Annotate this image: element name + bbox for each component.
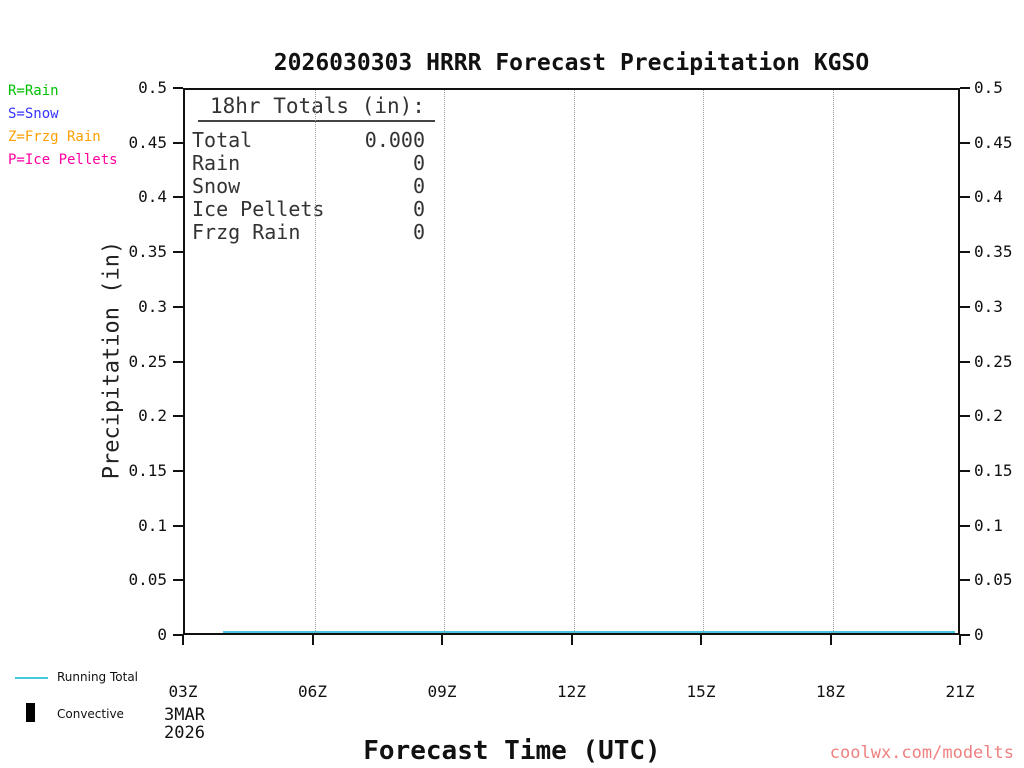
y-tick-label-left: 0.2 <box>138 406 167 426</box>
totals-row: Rain 0 <box>192 152 425 175</box>
y-tick-left <box>173 196 183 199</box>
y-tick-label-right: 0.5 <box>974 78 1003 97</box>
y-tick-label-left: 0.45 <box>128 132 167 152</box>
totals-row: Ice Pellets 0 <box>192 198 425 221</box>
y-tick-right <box>960 360 970 363</box>
gridline <box>573 90 575 633</box>
start-date-year: 2026 <box>164 723 205 743</box>
totals-box: 18hr Totals (in): Total 0.000 Rain 0 Snow 0 Ic… <box>192 94 435 244</box>
totals-row: Total 0.000 <box>192 129 425 152</box>
y-tick-right <box>960 87 970 89</box>
x-tick-label: 21Z <box>945 682 975 701</box>
y-tick-right <box>960 634 970 636</box>
y-tick-label-left: 0.15 <box>128 460 167 480</box>
totals-row-value: 0 <box>412 197 425 221</box>
y-tick-right <box>960 415 970 418</box>
totals-row-label: Total <box>192 128 253 152</box>
x-tick-label: 06Z <box>298 682 327 701</box>
x-tick-label: 18Z <box>816 682 845 701</box>
start-date-day: 3MAR <box>164 705 205 725</box>
y-tick-label-right: 0.45 <box>974 132 1013 152</box>
x-tick <box>182 635 184 645</box>
running-total-line <box>223 631 955 633</box>
y-tick-right <box>960 524 970 527</box>
convective-swatch <box>26 703 35 722</box>
totals-row-label: Snow <box>192 174 241 198</box>
legend-item-rain: R=Rain <box>8 83 59 99</box>
y-tick-right <box>960 305 970 308</box>
gridline <box>444 90 445 633</box>
totals-row-value: 0.000 <box>364 128 425 152</box>
y-tick-label-left: 0.3 <box>138 296 167 316</box>
y-tick-left <box>173 360 183 363</box>
y-tick-left <box>173 469 183 472</box>
x-tick-label: 12Z <box>557 682 586 701</box>
y-tick-label-left: 0.5 <box>138 78 167 97</box>
y-tick-label-left: 0.05 <box>128 570 167 590</box>
y-tick-label-left: 0.35 <box>128 242 167 262</box>
totals-row: Frzg Rain 0 <box>192 221 425 244</box>
legend-item-frzg-rain: Z=Frzg Rain <box>8 129 101 145</box>
y-tick-right <box>960 141 970 144</box>
gridline <box>703 90 704 633</box>
y-tick-left <box>173 634 183 636</box>
totals-row-value: 0 <box>412 220 425 244</box>
legend-item-snow: S=Snow <box>8 106 59 122</box>
running-total-swatch <box>15 677 48 679</box>
y-tick-left <box>173 141 183 144</box>
y-tick-label-right: 0.05 <box>974 570 1013 590</box>
x-tick <box>570 635 573 645</box>
x-tick-label: 03Z <box>168 682 198 701</box>
legend-item-ice-pellets: P=Ice Pellets <box>8 152 118 168</box>
y-tick-label-right: 0.35 <box>974 242 1013 262</box>
y-tick-left <box>173 524 183 527</box>
x-axis-label: Forecast Time (UTC) <box>363 736 661 766</box>
precip-type-legend: R=Rain S=Snow Z=Frzg Rain P=Ice Pellets <box>8 80 118 172</box>
convective-legend-label: Convective <box>57 707 124 721</box>
y-tick-label-right: 0.2 <box>974 406 1003 426</box>
y-tick-left <box>173 305 183 308</box>
totals-row-value: 0 <box>412 174 425 198</box>
y-tick-right <box>960 196 970 199</box>
y-tick-left <box>173 87 183 89</box>
y-tick-label-left: 0.1 <box>138 515 167 535</box>
y-tick-label-right: 0.4 <box>974 187 1003 207</box>
y-tick-label-right: 0.3 <box>974 296 1003 316</box>
y-tick-label-right: 0 <box>974 625 984 644</box>
totals-row-label: Ice Pellets <box>192 197 325 221</box>
x-tick <box>311 635 314 645</box>
y-tick-left <box>173 415 183 418</box>
totals-row-label: Rain <box>192 151 241 175</box>
gridline <box>832 90 834 633</box>
totals-rows: Total 0.000 Rain 0 Snow 0 Ice Pellets 0 Frzg Rai… <box>192 129 435 244</box>
running-total-legend-label: Running Total <box>57 670 139 684</box>
y-tick-right <box>960 579 970 582</box>
y-tick-label-left: 0.4 <box>138 187 167 207</box>
y-tick-label-right: 0.25 <box>974 351 1013 371</box>
x-tick-label: 15Z <box>686 682 716 701</box>
totals-row-value: 0 <box>412 151 425 175</box>
y-tick-label-left: 0.25 <box>128 351 167 371</box>
totals-row: Snow 0 <box>192 175 425 198</box>
y-tick-left <box>173 579 183 582</box>
x-tick <box>700 635 702 645</box>
x-tick <box>441 635 443 645</box>
x-tick <box>829 635 832 645</box>
y-tick-right <box>960 469 970 472</box>
x-tick <box>959 635 961 645</box>
gridline <box>314 90 316 633</box>
y-tick-label-left: 0 <box>157 625 167 644</box>
y-tick-left <box>173 251 183 254</box>
watermark: coolwx.com/modelts <box>829 743 1014 763</box>
chart-title: 2026030303 HRRR Forecast Precipitation K… <box>273 50 870 76</box>
y-tick-label-right: 0.15 <box>974 460 1013 480</box>
y-tick-label-right: 0.1 <box>974 515 1003 535</box>
totals-row-label: Frzg Rain <box>192 220 301 244</box>
plot-area: 18hr Totals (in): Total 0.000 Rain 0 Snow 0 Ic… <box>183 88 960 635</box>
totals-heading: 18hr Totals (in): <box>198 94 435 122</box>
y-tick-right <box>960 251 970 254</box>
x-tick-label: 09Z <box>427 682 457 701</box>
